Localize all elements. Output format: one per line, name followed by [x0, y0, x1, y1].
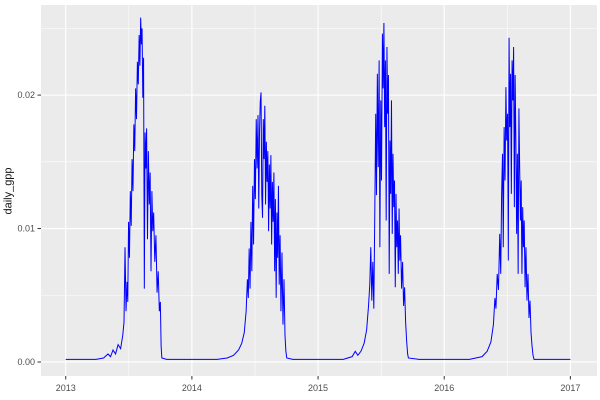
y-tick-label: 0.00 — [17, 357, 35, 367]
x-tick-label: 2013 — [56, 383, 76, 393]
x-tick-label: 2017 — [560, 383, 580, 393]
x-tick-label: 2016 — [434, 383, 454, 393]
panel-background — [41, 5, 597, 376]
x-tick-label: 2014 — [182, 383, 202, 393]
y-tick-label: 0.01 — [17, 224, 35, 234]
y-tick-label: 0.02 — [17, 90, 35, 100]
gpp-line — [65, 17, 571, 360]
x-tick-label: 2015 — [308, 383, 328, 393]
